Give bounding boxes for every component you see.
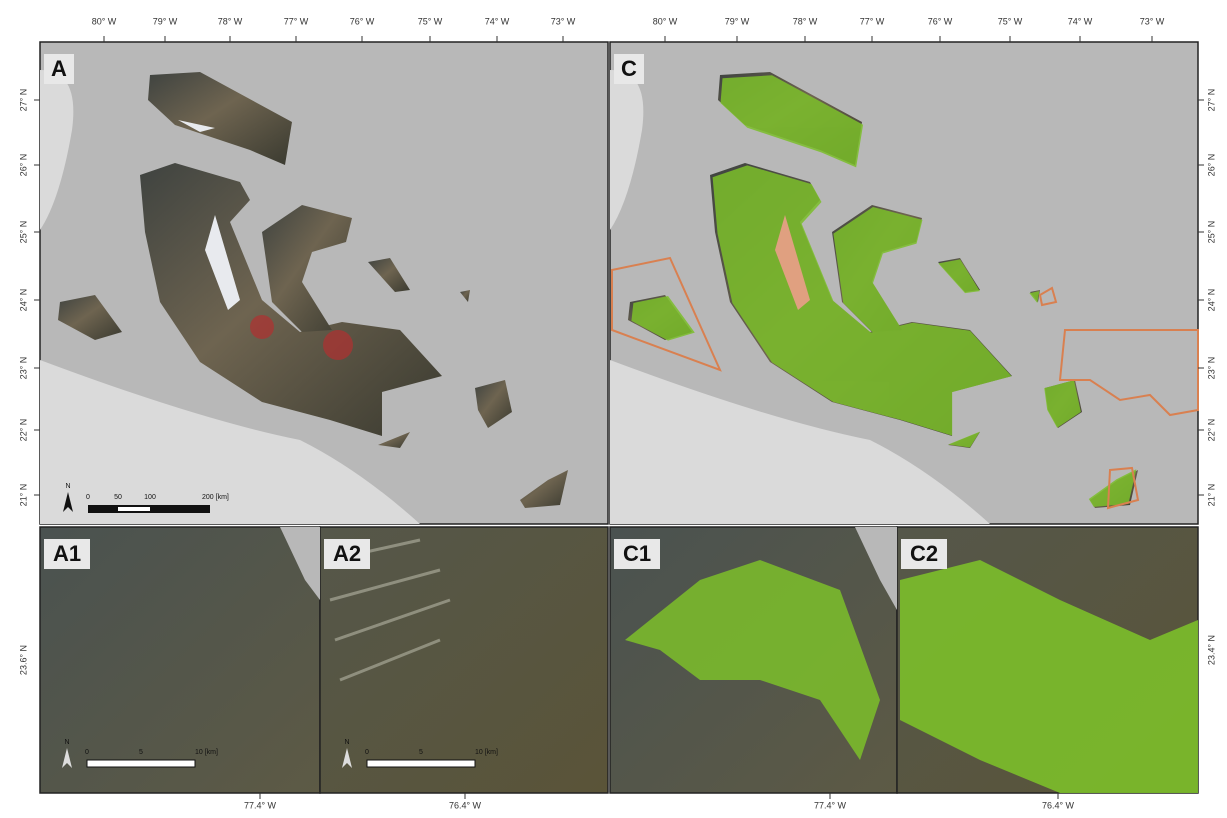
longitude-label: 76.4° W bbox=[449, 800, 482, 810]
longitude-label: 77.4° W bbox=[814, 800, 847, 810]
latitude-label: 26° N bbox=[1206, 154, 1216, 177]
latitude-label: 21° N bbox=[1206, 484, 1216, 507]
latitude-label: 27° N bbox=[18, 89, 28, 112]
panel-label: C2 bbox=[910, 541, 938, 566]
north-arrow-label: N bbox=[64, 739, 69, 746]
scale-label: 50 bbox=[114, 494, 122, 501]
latitude-label: 22° N bbox=[18, 419, 28, 442]
figure: A C A1 A2 C1 C2 80° W 80° W 79° W 79° W 78° W 78° W… bbox=[0, 0, 1227, 818]
longitude-label: 75° W bbox=[998, 16, 1023, 26]
scale-label: 10 [km] bbox=[195, 749, 218, 756]
longitude-label: 74° W bbox=[485, 16, 510, 26]
longitude-label: 77.4° W bbox=[244, 800, 277, 810]
latitude-label: 24° N bbox=[18, 289, 28, 312]
latitude-label: 23.6° N bbox=[18, 645, 28, 675]
panel-label: C1 bbox=[623, 541, 651, 566]
latitude-label: 27° N bbox=[1206, 89, 1216, 112]
scale-label: 5 bbox=[139, 749, 143, 756]
longitude-label: 80° W bbox=[653, 16, 678, 26]
latitude-label: 23° N bbox=[18, 357, 28, 380]
latitude-label: 25° N bbox=[18, 221, 28, 244]
longitude-label: 74° W bbox=[1068, 16, 1093, 26]
longitude-label: 73° W bbox=[551, 16, 576, 26]
scale-label: 10 [km] bbox=[475, 749, 498, 756]
latitude-label: 23.4° N bbox=[1206, 635, 1216, 665]
panel-label: A1 bbox=[53, 541, 81, 566]
longitude-label: 80° W bbox=[92, 16, 117, 26]
panel-label: A bbox=[51, 56, 67, 81]
longitude-label: 76.4° W bbox=[1042, 800, 1075, 810]
scale-label: 200 [km] bbox=[202, 494, 229, 501]
longitude-label: 77° W bbox=[284, 16, 309, 26]
scale-label: 0 bbox=[365, 749, 369, 756]
latitude-label: 21° N bbox=[18, 484, 28, 507]
scale-bar bbox=[367, 760, 475, 767]
latitude-label: 26° N bbox=[18, 154, 28, 177]
panel-label: A2 bbox=[333, 541, 361, 566]
north-arrow-label: N bbox=[344, 739, 349, 746]
longitude-label: 76° W bbox=[928, 16, 953, 26]
north-arrow-label: N bbox=[65, 483, 70, 490]
latitude-label: 22° N bbox=[1206, 419, 1216, 442]
longitude-label: 79° W bbox=[153, 16, 178, 26]
inset-marker bbox=[250, 315, 274, 339]
longitude-label: 75° W bbox=[418, 16, 443, 26]
panel-label: C bbox=[621, 56, 637, 81]
latitude-label: 23° N bbox=[1206, 357, 1216, 380]
inset-marker bbox=[323, 330, 353, 360]
scale-bar bbox=[118, 507, 150, 511]
longitude-label: 77° W bbox=[860, 16, 885, 26]
scale-label: 100 bbox=[144, 494, 156, 501]
scale-label: 0 bbox=[86, 494, 90, 501]
longitude-label: 79° W bbox=[725, 16, 750, 26]
scale-label: 5 bbox=[419, 749, 423, 756]
latitude-label: 25° N bbox=[1206, 221, 1216, 244]
scale-bar bbox=[87, 760, 195, 767]
longitude-label: 76° W bbox=[350, 16, 375, 26]
latitude-label: 24° N bbox=[1206, 289, 1216, 312]
longitude-label: 73° W bbox=[1140, 16, 1165, 26]
longitude-label: 78° W bbox=[793, 16, 818, 26]
longitude-label: 78° W bbox=[218, 16, 243, 26]
scale-label: 0 bbox=[85, 749, 89, 756]
